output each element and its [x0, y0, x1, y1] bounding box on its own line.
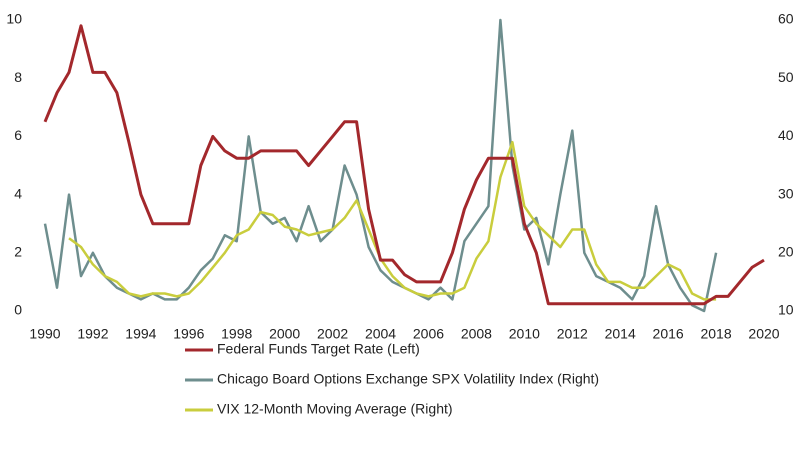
series-line — [43, 18, 718, 313]
series-line — [43, 24, 765, 306]
y-tick-label: 6 — [14, 127, 22, 143]
x-tick-label: 2000 — [269, 326, 300, 342]
y2-tick-label: 60 — [778, 11, 794, 27]
x-tick-label: 1994 — [125, 326, 156, 342]
legend-label: Chicago Board Options Exchange SPX Volat… — [217, 371, 599, 387]
y-tick-label: 4 — [14, 185, 22, 201]
y-tick-label: 0 — [14, 302, 22, 318]
x-tick-label: 1990 — [29, 326, 60, 342]
y-tick-label: 10 — [6, 11, 22, 27]
legend-label: Federal Funds Target Rate (Left) — [217, 341, 420, 357]
x-tick-label: 2002 — [317, 326, 348, 342]
y2-tick-label: 40 — [778, 127, 794, 143]
x-tick-label: 2004 — [365, 326, 396, 342]
x-tick-label: 2006 — [413, 326, 444, 342]
legend-label: VIX 12-Month Moving Average (Right) — [217, 401, 453, 417]
y2-tick-label: 50 — [778, 69, 794, 85]
x-tick-label: 1996 — [173, 326, 204, 342]
x-tick-label: 2020 — [748, 326, 779, 342]
x-tick-label: 1998 — [221, 326, 252, 342]
y2-tick-label: 20 — [778, 244, 794, 260]
x-tick-label: 2014 — [605, 326, 636, 342]
x-tick-label: 2016 — [653, 326, 684, 342]
x-tick-label: 2012 — [557, 326, 588, 342]
x-tick-label: 1992 — [77, 326, 108, 342]
y2-tick-label: 10 — [778, 302, 794, 318]
y2-tick-label: 30 — [778, 185, 794, 201]
x-tick-label: 2018 — [700, 326, 731, 342]
x-tick-label: 2008 — [461, 326, 492, 342]
y-tick-label: 8 — [14, 69, 22, 85]
x-tick-label: 2010 — [509, 326, 540, 342]
y-tick-label: 2 — [14, 244, 22, 260]
series-line — [68, 140, 717, 301]
